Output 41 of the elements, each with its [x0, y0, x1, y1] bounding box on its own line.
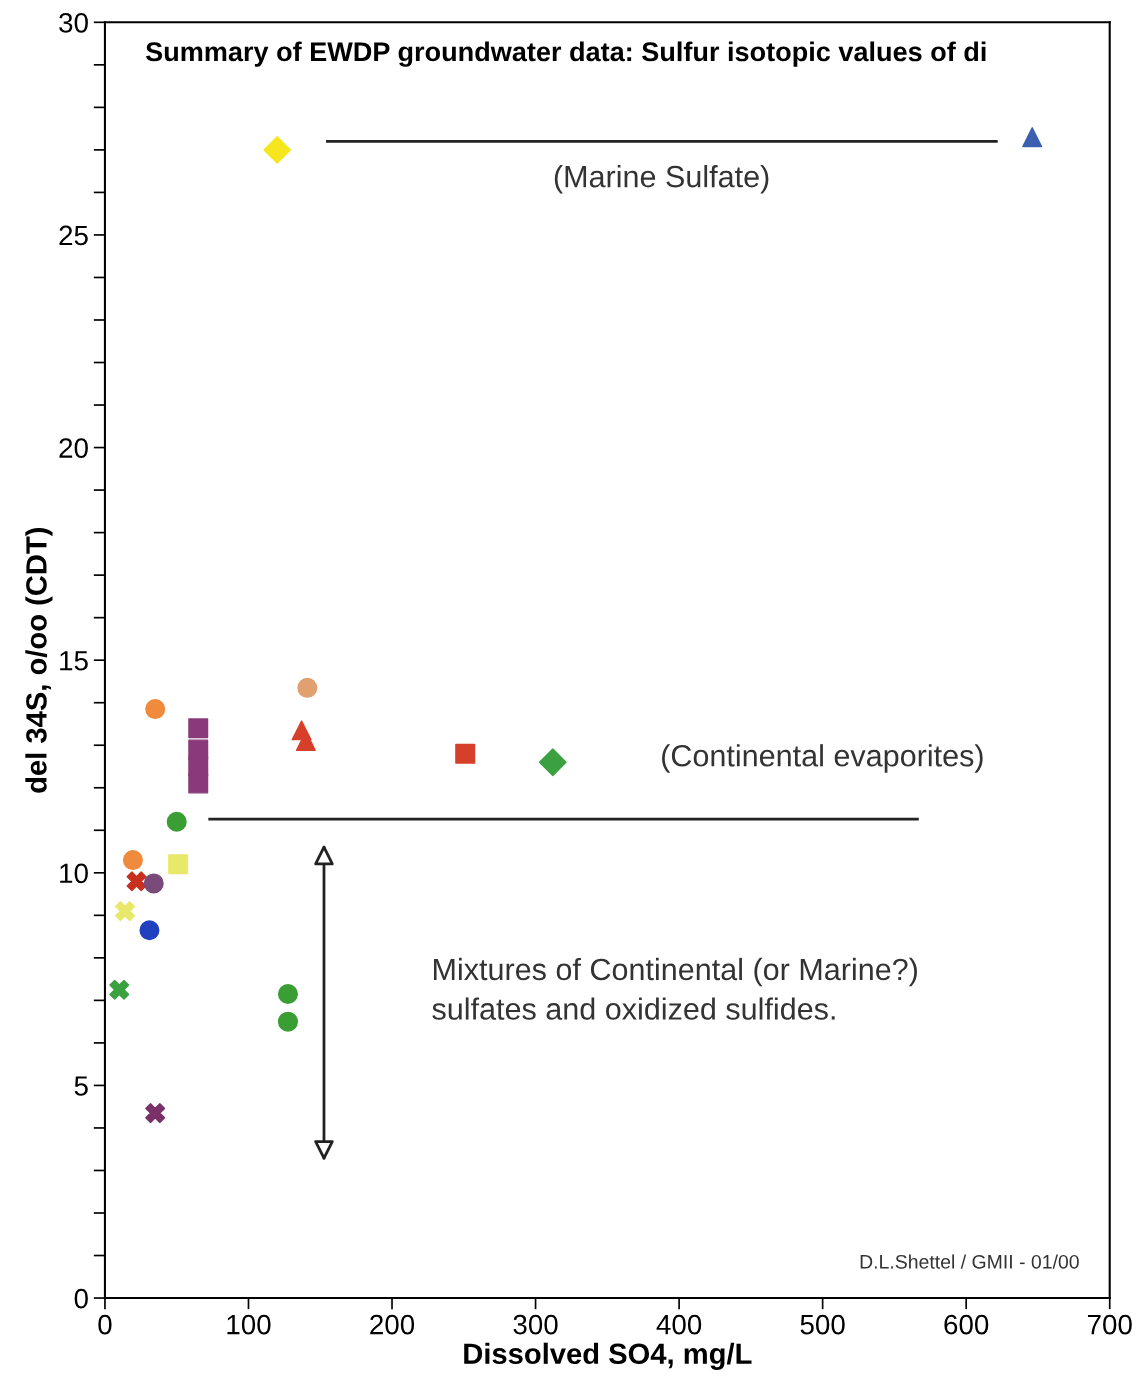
- point: [1022, 127, 1043, 148]
- annotation: (Continental evaporites): [662, 744, 983, 773]
- y-tick-label: 10: [60, 863, 88, 884]
- x-tick-label: 500: [800, 1314, 845, 1335]
- point: [455, 743, 476, 764]
- y-tick-label: 20: [59, 438, 88, 458]
- y-tick-label: 0: [74, 1288, 88, 1309]
- y-tick-label: 5: [74, 1076, 88, 1096]
- point: [297, 677, 318, 698]
- point: [538, 748, 567, 777]
- text: Summary of EWDP groundwater data: Sulfur isotopic values of di: [145, 41, 986, 67]
- point: [126, 871, 147, 892]
- y-tick-label: 25: [59, 225, 88, 246]
- x-tick-label: 200: [370, 1314, 415, 1335]
- point: [145, 1103, 166, 1124]
- x-tick-label: 100: [227, 1314, 271, 1335]
- point: [263, 136, 292, 164]
- point: [122, 850, 143, 871]
- x-tick-label: 600: [944, 1314, 989, 1335]
- annotation: D.L.Shettel / GMII - 01/00: [860, 1254, 1079, 1269]
- y-tick-label: 15: [60, 651, 88, 671]
- x-tick-label: 400: [656, 1314, 702, 1335]
- point: [109, 979, 130, 1000]
- point: [188, 773, 209, 794]
- point: [145, 699, 166, 720]
- x-tick-label: 0: [98, 1314, 112, 1335]
- point: [139, 920, 160, 941]
- point: [277, 983, 298, 1005]
- x-tick-label: 700: [1087, 1314, 1132, 1335]
- point: [166, 811, 187, 832]
- point: [115, 901, 136, 922]
- annotation: (Marine Sulfate): [554, 164, 769, 194]
- x-tick-label: 300: [513, 1314, 558, 1335]
- x-axis-title: Dissolved SO4, mg/L: [464, 1342, 752, 1371]
- point: [143, 873, 164, 894]
- point: [277, 1011, 298, 1032]
- point: [168, 854, 189, 875]
- y-tick-label: 30: [59, 12, 88, 33]
- annotation: Mixtures of Continental (or Marine?) sulfates and oxidized sulfides.: [432, 957, 917, 1020]
- point: [188, 718, 209, 739]
- y-axis-title: del 34S, o/oo (CDT): [25, 527, 53, 793]
